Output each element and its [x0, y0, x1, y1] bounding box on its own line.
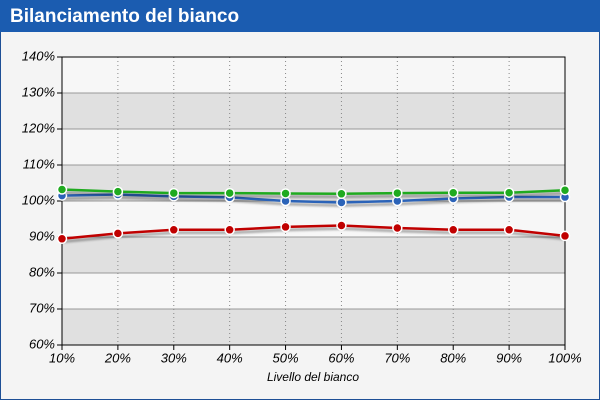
data-point — [56, 233, 68, 245]
data-point — [336, 197, 347, 208]
data-point — [224, 187, 235, 199]
data-point — [392, 187, 403, 199]
series-line — [61, 193, 565, 204]
data-point — [336, 188, 347, 200]
data-point — [559, 184, 571, 196]
x-tick-label: 100% — [548, 350, 581, 365]
x-tick-label: 60% — [328, 350, 354, 365]
x-tick-label: 90% — [496, 350, 522, 365]
data-point — [56, 184, 68, 195]
y-tick-label: 130% — [22, 84, 55, 99]
y-tick-label: 60% — [29, 336, 55, 351]
y-tick-label: 140% — [22, 48, 55, 63]
y-tick-label: 120% — [22, 120, 55, 135]
plot-area: 60% 70% 80% 90% 100% 110% 120% 130% 140% 10% 20% 30… — [22, 48, 582, 365]
x-tick-label: 50% — [273, 350, 299, 365]
grid-band — [62, 237, 565, 273]
x-tick-label: 80% — [440, 350, 466, 365]
x-tick-label: 10% — [49, 350, 75, 365]
chart-title: Bilanciamento del bianco — [10, 6, 239, 27]
y-tick-label: 80% — [29, 264, 55, 279]
series-line — [61, 188, 566, 196]
data-point — [168, 187, 180, 199]
x-tick-label: 30% — [161, 350, 187, 365]
data-point — [392, 222, 403, 234]
x-tick-label: 40% — [217, 350, 243, 365]
data-point — [559, 230, 571, 242]
series-line — [61, 224, 566, 241]
y-tick-label: 90% — [29, 228, 55, 243]
data-point — [336, 220, 347, 231]
data-point — [503, 224, 515, 236]
y-tick-label: 70% — [29, 300, 55, 315]
data-point — [503, 187, 515, 198]
title-bar — [0, 0, 600, 32]
data-point — [447, 187, 459, 198]
data-point — [112, 228, 124, 239]
data-point — [280, 221, 291, 233]
x-axis-label: Livello del bianco — [267, 370, 359, 384]
x-tick-label: 20% — [104, 350, 131, 365]
y-tick-label: 100% — [22, 192, 55, 207]
grid-band — [62, 93, 565, 129]
data-point — [168, 224, 180, 236]
data-point — [447, 224, 459, 236]
grid-band — [62, 309, 565, 345]
data-point — [112, 186, 124, 197]
x-tick-label: 70% — [384, 350, 410, 365]
y-tick-label: 110% — [23, 156, 55, 171]
data-point — [224, 224, 235, 236]
data-point — [280, 188, 291, 199]
